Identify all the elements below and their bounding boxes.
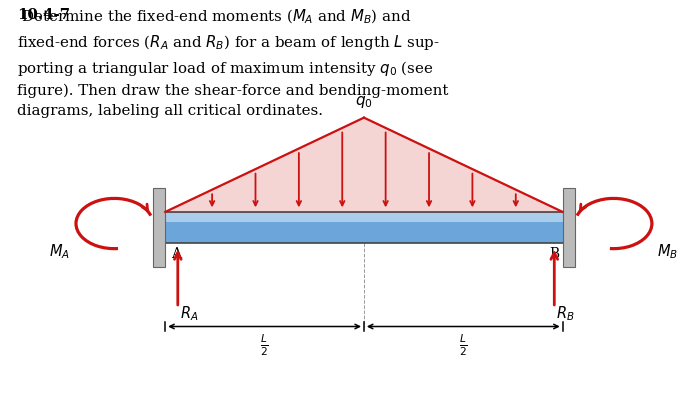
Polygon shape: [165, 212, 563, 222]
Polygon shape: [165, 212, 563, 243]
Text: A: A: [171, 247, 181, 261]
Text: $M_B$: $M_B$: [657, 242, 678, 261]
Text: $R_A$: $R_A$: [180, 304, 198, 323]
Text: $R_B$: $R_B$: [556, 304, 575, 323]
Polygon shape: [165, 117, 563, 212]
Polygon shape: [563, 188, 575, 267]
Text: $M_A$: $M_A$: [50, 242, 71, 261]
Text: 10.4-7: 10.4-7: [17, 8, 70, 22]
Text: $\frac{L}{2}$: $\frac{L}{2}$: [459, 333, 468, 358]
Text: $q_0$: $q_0$: [355, 94, 373, 110]
Text: $\frac{L}{2}$: $\frac{L}{2}$: [260, 333, 269, 358]
Polygon shape: [153, 188, 165, 267]
Text: Determine the fixed-end moments ($M_A$ and $M_B$) and
fixed-end forces ($R_A$ an: Determine the fixed-end moments ($M_A$ a…: [17, 8, 448, 117]
Text: B: B: [550, 247, 560, 261]
